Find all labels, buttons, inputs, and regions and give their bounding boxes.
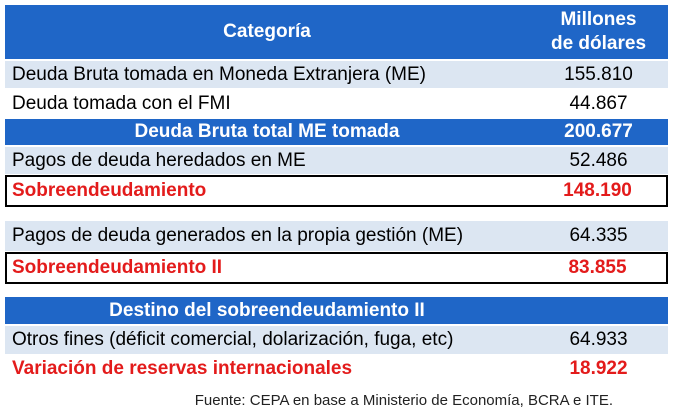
table-row: Deuda Bruta tomada en Moneda Extranjera …: [5, 61, 668, 88]
row-value: 18.922: [569, 358, 628, 379]
header-unit-line1: Millones: [560, 9, 637, 30]
row-label: Deuda Bruta tomada en Moneda Extranjera …: [12, 63, 426, 85]
header-unit: Millones de dólares: [529, 5, 668, 59]
row-label: Deuda tomada con el FMI: [12, 92, 231, 114]
row-label: Sobreendeudamiento: [12, 180, 207, 201]
header-unit-line2: de dólares: [550, 33, 647, 54]
row-value: 64.335: [569, 225, 628, 246]
row-label: Pagos de deuda generados en la propia ge…: [12, 225, 464, 246]
table-row: Deuda tomada con el FMI 44.867: [5, 90, 668, 117]
row-value: 64.933: [569, 329, 628, 350]
header-category: Categoría: [223, 21, 311, 42]
table-header: Categoría Millones de dólares: [5, 5, 668, 59]
row-label: Sobreendeudamiento II: [12, 257, 223, 278]
row-value: 155.810: [564, 63, 633, 85]
table-row: Pagos de deuda heredados en ME 52.486: [5, 147, 668, 174]
row-label: Otros fines (déficit comercial, dolariza…: [12, 329, 454, 350]
row-label: Variación de reservas internacionales: [12, 358, 353, 379]
row-value: [529, 297, 668, 324]
source-note: Fuente: CEPA en base a Ministerio de Eco…: [194, 392, 613, 409]
table-row-highlight: Sobreendeudamiento 148.190: [5, 175, 668, 207]
row-value: 52.486: [569, 149, 628, 171]
table-row: Otros fines (déficit comercial, dolariza…: [5, 326, 668, 354]
section-header: Destino del sobreendeudamiento II: [5, 297, 668, 324]
row-value: 44.867: [569, 92, 628, 114]
row-label: Pagos de deuda heredados en ME: [12, 149, 306, 171]
row-value: 83.855: [568, 257, 627, 278]
row-value: 148.190: [563, 180, 632, 201]
table-row-highlight: Sobreendeudamiento II 83.855: [5, 252, 668, 284]
table-row-highlight: Variación de reservas internacionales 18…: [5, 355, 668, 383]
row-label: Deuda Bruta total ME tomada: [134, 121, 400, 142]
row-value: 200.677: [564, 121, 633, 142]
table-row: Pagos de deuda generados en la propia ge…: [5, 221, 668, 251]
table-row-total: Deuda Bruta total ME tomada 200.677: [5, 119, 668, 145]
row-label: Destino del sobreendeudamiento II: [109, 299, 425, 321]
